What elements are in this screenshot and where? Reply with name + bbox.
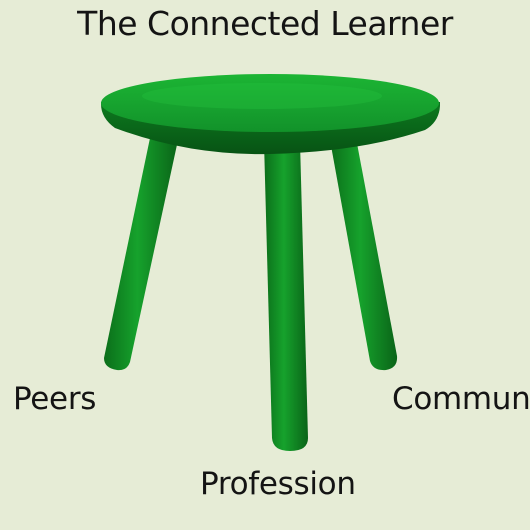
stool-leg-center	[264, 142, 308, 451]
stool-seat	[101, 74, 439, 132]
leg-label-community: Commun	[392, 381, 530, 417]
stool-leg-right	[330, 138, 398, 371]
stool-leg-left	[104, 138, 178, 371]
stool-seat-highlight	[142, 83, 382, 109]
leg-label-profession: Profession	[200, 466, 356, 502]
diagram-title: The Connected Learner	[77, 4, 453, 43]
leg-label-peers: Peers	[13, 381, 97, 417]
